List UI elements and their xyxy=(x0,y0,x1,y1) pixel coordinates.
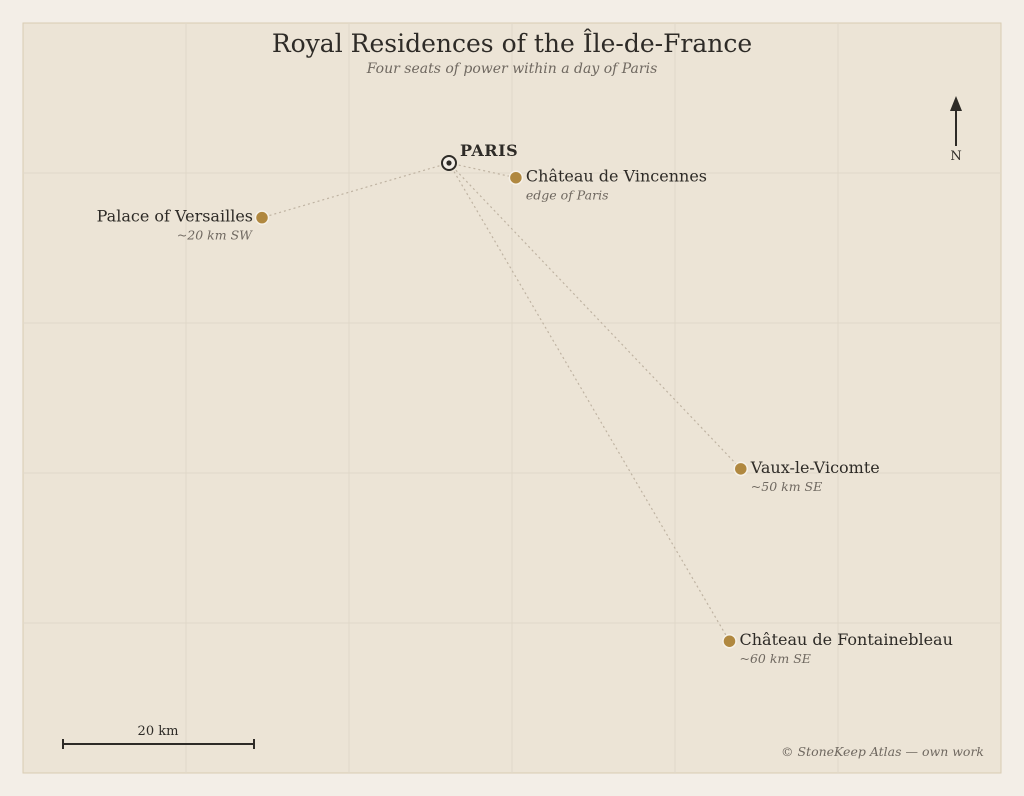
scale-bar: 20 km xyxy=(62,724,255,749)
map-subtitle: Four seats of power within a day of Pari… xyxy=(366,61,658,77)
place-marker-icon[interactable] xyxy=(254,210,270,225)
place-marker-icon[interactable] xyxy=(508,170,524,185)
place-note: ~20 km SW xyxy=(177,228,253,243)
place-fontainebleau[interactable]: Château de Fontainebleau ~60 km SE xyxy=(722,630,953,666)
place-vaux[interactable]: Vaux-le-Vicomte ~50 km SE xyxy=(733,458,880,494)
north-arrow: N xyxy=(950,96,962,164)
connector-vaux xyxy=(448,162,742,470)
capital-dot-icon xyxy=(446,160,452,166)
north-arrow-icon xyxy=(950,96,962,111)
place-note: ~60 km SE xyxy=(739,651,810,666)
place-name: Château de Vincennes xyxy=(526,167,707,186)
scale-label: 20 km xyxy=(138,724,179,739)
capital-marker-group: PARIS xyxy=(441,141,518,171)
place-name: Palace of Versailles xyxy=(97,207,253,226)
connector-vincennes xyxy=(448,162,517,179)
place-name: Château de Fontainebleau xyxy=(739,630,952,649)
north-label: N xyxy=(950,149,961,164)
places-layer: Palace of Versailles ~20 km SW Château de … xyxy=(97,167,953,666)
place-vincennes[interactable]: Château de Vincennes edge of Paris xyxy=(508,167,707,203)
place-marker-icon[interactable] xyxy=(733,461,749,477)
place-marker-icon[interactable] xyxy=(722,633,737,649)
place-name: Vaux-le-Vicomte xyxy=(750,458,880,477)
place-note: edge of Paris xyxy=(526,188,609,203)
map-credit: © StoneKeep Atlas — own work xyxy=(781,744,984,759)
capital-label: PARIS xyxy=(460,141,518,160)
connector-fontainebleau xyxy=(448,162,731,642)
map-title: Royal Residences of the Île-de-France xyxy=(272,29,752,58)
connector-lines xyxy=(261,162,742,642)
place-versailles[interactable]: Palace of Versailles ~20 km SW xyxy=(97,207,270,243)
place-note: ~50 km SE xyxy=(751,479,822,494)
